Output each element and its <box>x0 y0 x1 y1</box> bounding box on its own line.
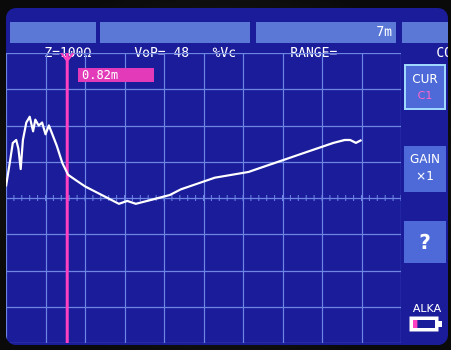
range-readout: RANGE= 7m <box>256 22 396 61</box>
trace-plot <box>6 53 401 343</box>
mode-label: CONT <box>436 46 448 61</box>
cursor-button[interactable]: CUR C1 <box>404 64 446 110</box>
help-button[interactable]: ? <box>404 221 446 263</box>
vop-readout: VoP= 48 %Vc <box>100 22 250 61</box>
gain-value: ×1 <box>416 169 434 183</box>
range-value: 7m <box>376 25 392 40</box>
help-icon: ? <box>419 230 431 254</box>
battery-type-label: ALKA <box>412 302 442 315</box>
lcd-screen: Z=100Ω VoP= 48 %Vc RANGE= 7m CONT 0.82m … <box>6 8 448 345</box>
cursor-distance-readout: 0.82m <box>78 68 154 82</box>
battery-icon <box>409 316 442 332</box>
plot-grid <box>6 53 401 343</box>
mode-indicator[interactable]: CONT <box>402 22 448 61</box>
waveform-trace <box>6 115 363 205</box>
impedance-readout: Z=100Ω <box>10 22 96 61</box>
gain-button[interactable]: GAIN ×1 <box>404 146 446 192</box>
cursor-id: C1 <box>417 89 433 102</box>
cursor-handle <box>60 53 75 63</box>
gain-button-label: GAIN <box>409 152 441 166</box>
cursor-button-label: CUR <box>412 72 438 86</box>
cursor-distance-value: 0.82m <box>82 68 119 82</box>
